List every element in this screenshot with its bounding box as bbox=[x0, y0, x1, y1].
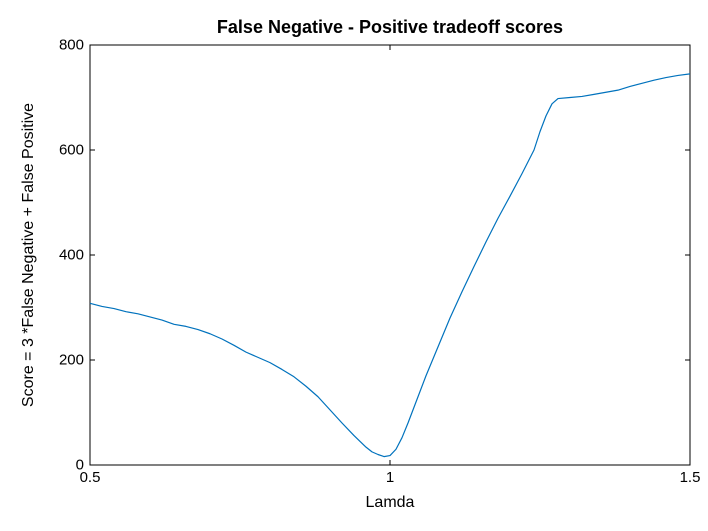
y-tick-label: 200 bbox=[59, 352, 84, 369]
y-tick-label: 0 bbox=[76, 457, 84, 474]
x-tick-label: 1 bbox=[386, 469, 394, 486]
y-tick-label: 600 bbox=[59, 142, 84, 159]
y-tick-label: 800 bbox=[59, 37, 84, 54]
line-chart: False Negative - Positive tradeoff score… bbox=[0, 0, 708, 531]
y-tick-label: 400 bbox=[59, 247, 84, 264]
x-tick-label: 1.5 bbox=[680, 469, 701, 486]
chart-canvas bbox=[0, 0, 708, 531]
